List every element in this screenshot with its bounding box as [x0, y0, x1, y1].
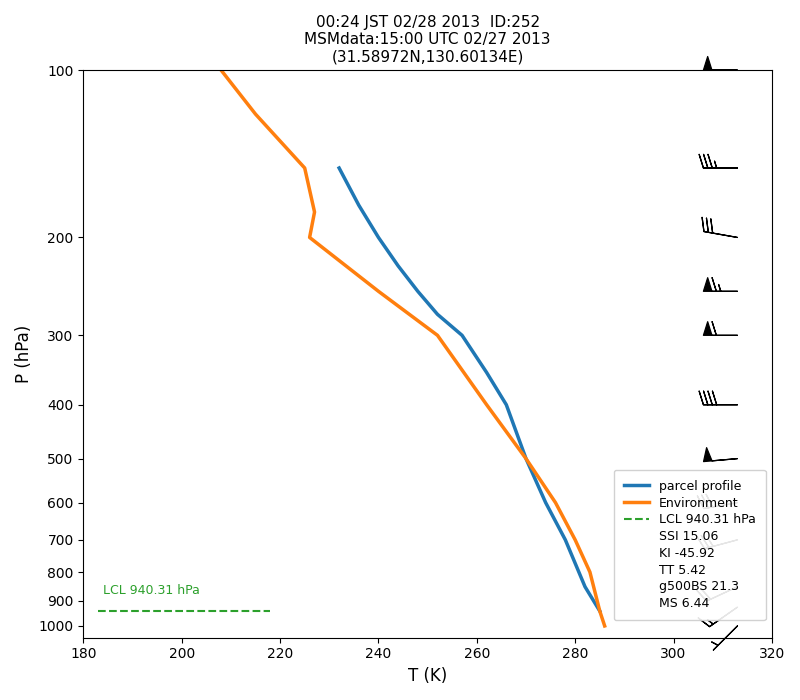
Environment [521, 454, 530, 463]
parcel profile [458, 331, 467, 340]
Environment [216, 66, 226, 74]
Environment [300, 164, 310, 172]
Environment [585, 568, 594, 576]
parcel profile [595, 607, 605, 615]
Environment [600, 622, 610, 630]
Environment [305, 233, 314, 242]
parcel profile [482, 368, 491, 377]
parcel profile [394, 262, 403, 270]
Environment [570, 536, 580, 544]
LCL 940.31 hPa [94, 607, 103, 615]
Line: Environment: Environment [221, 70, 605, 626]
Text: LCL 940.31 hPa: LCL 940.31 hPa [103, 584, 200, 596]
parcel profile [374, 233, 383, 242]
parcel profile [433, 310, 442, 319]
parcel profile [541, 498, 550, 507]
parcel profile [413, 287, 422, 295]
parcel profile [334, 164, 344, 172]
parcel profile [561, 536, 570, 544]
X-axis label: T (K): T (K) [408, 667, 447, 685]
Line: parcel profile: parcel profile [339, 168, 600, 611]
Environment [482, 400, 491, 409]
LCL 940.31 hPa [266, 607, 275, 615]
Title: 00:24 JST 02/28 2013  ID:252
MSMdata:15:00 UTC 02/27 2013
(31.58972N,130.60134E): 00:24 JST 02/28 2013 ID:252 MSMdata:15:0… [304, 15, 551, 65]
Environment [550, 498, 560, 507]
Environment [433, 331, 442, 340]
Environment [250, 110, 260, 118]
Legend: parcel profile, Environment, LCL 940.31 hPa, SSI 15.06, KI -45.92, TT 5.42, g500: parcel profile, Environment, LCL 940.31 … [614, 470, 766, 620]
parcel profile [502, 400, 511, 409]
Environment [595, 607, 605, 615]
parcel profile [354, 201, 363, 209]
Environment [374, 287, 383, 295]
parcel profile [580, 582, 590, 591]
Environment [310, 208, 319, 216]
Y-axis label: P (hPa): P (hPa) [15, 325, 33, 383]
parcel profile [521, 454, 530, 463]
